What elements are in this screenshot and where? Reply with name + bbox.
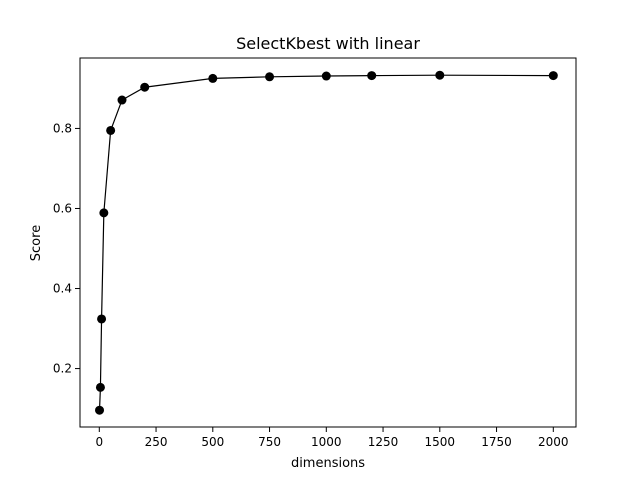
- data-point: [97, 314, 107, 324]
- x-tick-label: 1500: [425, 435, 456, 449]
- y-tick-label: 0.2: [53, 362, 72, 376]
- x-tick-label: 0: [95, 435, 103, 449]
- x-axis-ticks: 0 250 500 750 1000 1250 1500 1750 2000: [95, 427, 569, 449]
- axes-frame: [79, 57, 577, 428]
- chart-title: SelectKbest with linear: [236, 34, 420, 53]
- x-axis-label: dimensions: [291, 456, 365, 471]
- x-tick-label: 1750: [481, 435, 512, 449]
- x-tick-label: 1000: [311, 435, 342, 449]
- y-axis-ticks: 0.2 0.4 0.6 0.8: [53, 121, 80, 376]
- y-tick-label: 0.8: [53, 121, 72, 135]
- x-tick-label: 750: [258, 435, 281, 449]
- series-line: [98, 74, 554, 411]
- data-point: [117, 95, 127, 105]
- y-tick-label: 0.6: [53, 201, 72, 215]
- plot-area: [95, 70, 558, 415]
- data-point: [95, 382, 105, 392]
- data-point: [208, 73, 218, 83]
- x-tick-label: 2000: [538, 435, 569, 449]
- data-point: [367, 71, 377, 81]
- x-tick-label: 1250: [368, 435, 399, 449]
- data-point: [265, 72, 275, 82]
- x-tick-label: 250: [145, 435, 168, 449]
- data-point: [99, 208, 109, 218]
- data-point: [548, 71, 558, 81]
- y-axis-label: Score: [29, 225, 44, 261]
- data-point: [140, 82, 150, 92]
- data-point: [321, 71, 331, 81]
- data-point: [435, 70, 445, 80]
- data-point: [106, 125, 116, 135]
- x-tick-label: 500: [201, 435, 224, 449]
- data-point: [95, 405, 105, 415]
- y-tick-label: 0.4: [53, 282, 72, 296]
